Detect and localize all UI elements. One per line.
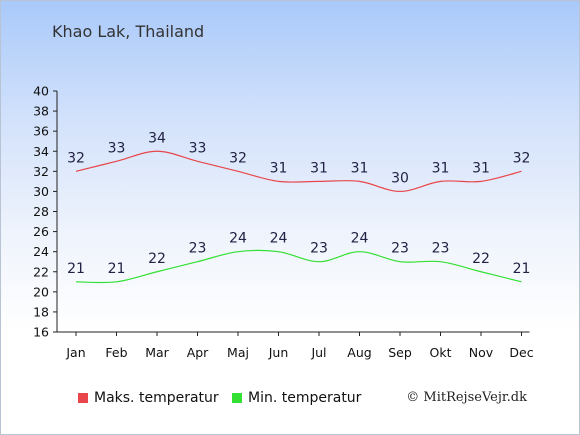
x-tick-label: Jul	[310, 345, 326, 360]
legend-label-max: Maks. temperatur	[94, 390, 219, 406]
max-value-label: 31	[432, 160, 450, 176]
min-value-label: 23	[189, 241, 207, 257]
max-value-label: 31	[310, 160, 328, 176]
min-point	[520, 281, 522, 283]
max-value-label: 32	[67, 150, 85, 166]
x-tick-label: Jun	[268, 345, 289, 360]
y-tick-label: 30	[33, 184, 49, 199]
y-tick-label: 38	[33, 104, 49, 119]
min-point	[318, 261, 320, 263]
min-point	[358, 250, 360, 252]
x-tick-label: Feb	[105, 345, 127, 360]
chart-title: Khao Lak, Thailand	[52, 22, 205, 41]
max-temperature-line	[75, 150, 522, 193]
max-value-label: 32	[513, 150, 531, 166]
legend-item-max: Maks. temperatur	[78, 390, 219, 406]
min-value-label: 24	[229, 231, 247, 247]
max-value-label: 34	[148, 130, 166, 146]
min-value-label: 23	[432, 241, 450, 257]
min-value-label: 23	[310, 241, 328, 257]
max-point	[75, 170, 77, 172]
max-point	[277, 180, 279, 182]
max-point	[237, 170, 239, 172]
min-value-label: 22	[472, 251, 490, 267]
y-tick-label: 26	[33, 224, 49, 239]
max-point	[318, 180, 320, 182]
min-temperature-line	[75, 249, 522, 284]
max-value-label: 31	[472, 160, 490, 176]
min-point	[399, 261, 401, 263]
min-value-label: 21	[513, 261, 531, 277]
min-point	[75, 281, 77, 283]
x-tick-label: Jan	[65, 345, 85, 360]
max-value-label: 30	[391, 170, 409, 186]
min-point	[237, 250, 239, 252]
credit-text: © MitRejseVejr.dk	[406, 390, 527, 405]
min-point	[156, 271, 158, 273]
legend-item-min: Min. temperatur	[232, 390, 361, 406]
y-tick-label: 28	[33, 204, 49, 219]
x-tick-label: Mar	[145, 345, 169, 360]
max-point	[399, 190, 401, 192]
legend-swatch-min	[232, 393, 242, 403]
legend-swatch-max	[78, 393, 88, 403]
x-tick-label: Okt	[430, 345, 452, 360]
min-point	[115, 281, 117, 283]
y-tick-label: 24	[33, 244, 49, 259]
max-point	[115, 160, 117, 162]
x-tick-label: Apr	[187, 345, 209, 360]
max-point	[480, 180, 482, 182]
y-tick-label: 20	[33, 284, 49, 299]
max-point	[439, 180, 441, 182]
max-point	[520, 170, 522, 172]
x-tick-label: Nov	[469, 345, 494, 360]
max-point	[196, 160, 198, 162]
y-tick-label: 34	[33, 144, 49, 159]
x-tick-label: Maj	[227, 345, 249, 360]
max-value-label: 33	[189, 140, 207, 156]
max-point	[358, 180, 360, 182]
max-value-label: 33	[108, 140, 126, 156]
y-tick-label: 40	[33, 84, 49, 99]
x-tick-label: Dec	[509, 345, 533, 360]
max-point	[156, 150, 158, 152]
y-tick-label: 32	[33, 164, 49, 179]
min-point	[480, 271, 482, 273]
min-value-label: 23	[391, 241, 409, 257]
max-value-label: 31	[351, 160, 369, 176]
y-tick-label: 16	[33, 325, 49, 340]
min-value-label: 21	[67, 261, 85, 277]
min-point	[196, 261, 198, 263]
y-tick-label: 36	[33, 124, 49, 139]
legend-label-min: Min. temperatur	[248, 390, 362, 406]
min-value-label: 24	[270, 231, 288, 247]
max-value-label: 31	[270, 160, 288, 176]
y-tick-label: 18	[33, 304, 49, 319]
min-value-label: 24	[351, 231, 369, 247]
min-value-label: 21	[108, 261, 126, 277]
y-tick-label: 22	[33, 264, 49, 279]
max-value-label: 32	[229, 150, 247, 166]
min-point	[277, 250, 279, 252]
x-tick-label: Aug	[347, 345, 371, 360]
min-value-label: 22	[148, 251, 166, 267]
min-point	[439, 261, 441, 263]
x-tick-label: Sep	[388, 345, 412, 360]
